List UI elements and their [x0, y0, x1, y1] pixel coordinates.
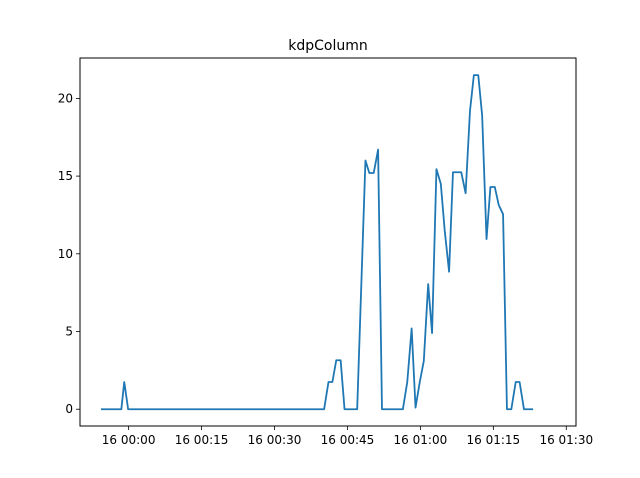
y-tick-label: 5 — [65, 325, 73, 339]
chart-title: kdpColumn — [288, 38, 368, 54]
plot-area-frame — [79, 57, 577, 427]
x-tick-label: 16 00:45 — [321, 433, 375, 447]
y-tick-label: 20 — [58, 91, 73, 105]
x-axis: 16 00:00 16 00:15 16 00:30 16 00:45 16 01:00… — [102, 426, 593, 447]
series-line — [100, 74, 534, 411]
x-tick-label: 16 01:00 — [394, 433, 448, 447]
x-tick-label: 16 00:15 — [175, 433, 229, 447]
x-tick-label: 16 00:00 — [102, 433, 156, 447]
y-axis: 0 5 10 15 20 — [58, 91, 80, 416]
x-tick-label: 16 01:15 — [466, 433, 520, 447]
x-tick-label: 16 01:30 — [539, 433, 593, 447]
y-tick-label: 10 — [58, 247, 73, 261]
x-tick-label: 16 00:30 — [248, 433, 302, 447]
y-tick-label: 0 — [65, 402, 73, 416]
y-tick-label: 15 — [58, 169, 73, 183]
